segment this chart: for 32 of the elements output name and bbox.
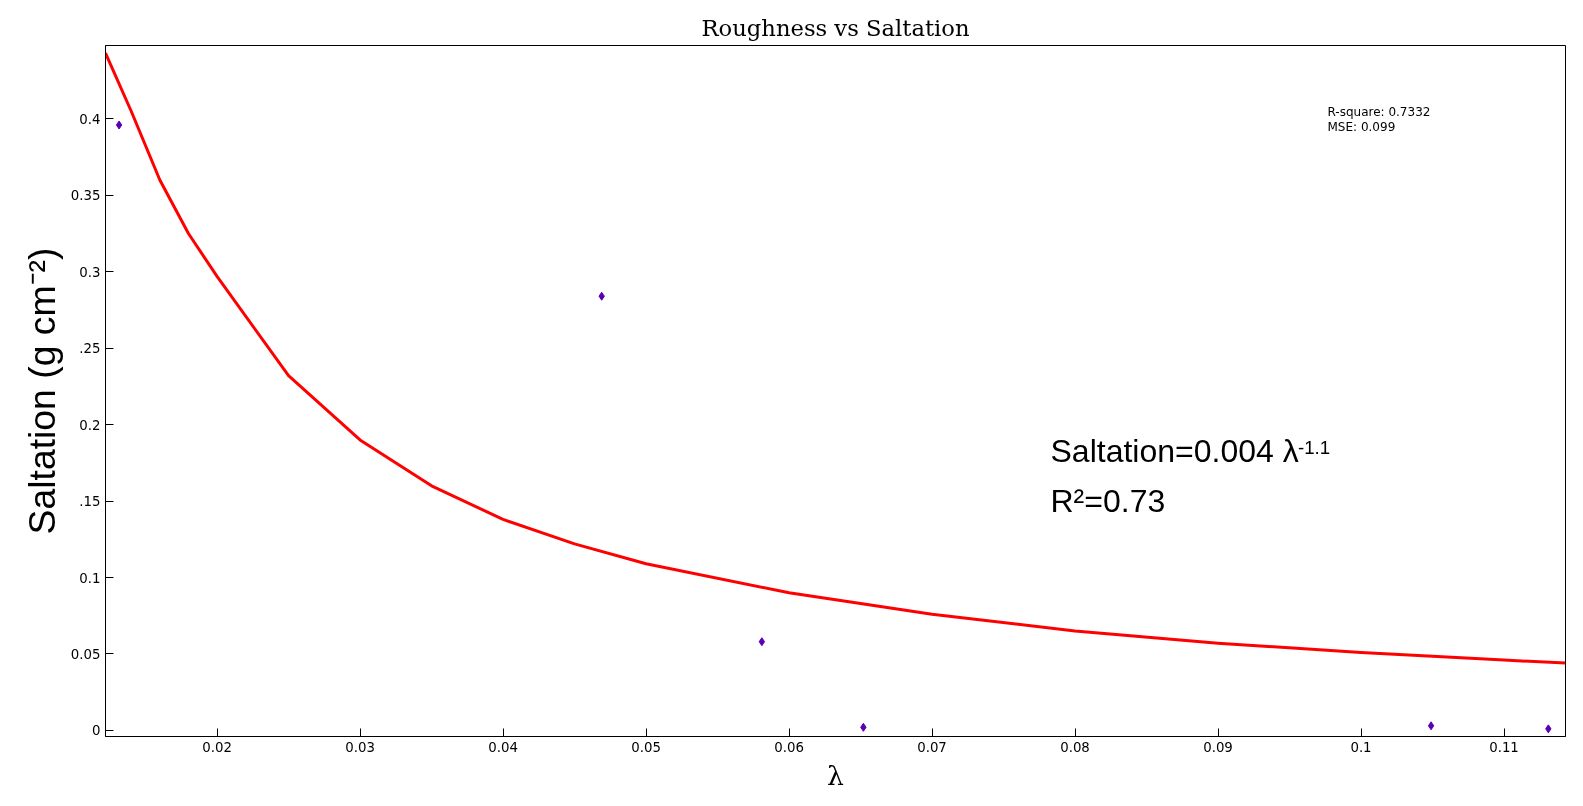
x-tick-label: 0.04: [488, 739, 518, 755]
y-tick-label: 0.1: [79, 570, 101, 586]
x-tick-label: 0.11: [1489, 739, 1519, 755]
annotation: MSE: 0.099: [1327, 119, 1396, 134]
y-tick-label: .15: [79, 494, 101, 510]
point: [598, 291, 605, 301]
point: [860, 722, 867, 732]
x-tick-label: 0.05: [631, 739, 661, 755]
y-axis-title: Saltation (g cm⁻²): [20, 247, 63, 535]
y-tick-label: 0.35: [70, 188, 101, 204]
x-axis-title: λ: [827, 759, 845, 791]
y-tick-label: 0.2: [79, 417, 101, 433]
point: [115, 120, 123, 130]
line-series: [105, 51, 1566, 665]
x-tick-label: 0.07: [917, 739, 947, 755]
annotation: R²=0.73: [1050, 482, 1166, 519]
chart-title: Roughness vs Saltation: [701, 14, 970, 41]
y-tick-label: 0.05: [70, 646, 101, 662]
x-tick-label: 0.03: [345, 739, 375, 755]
point: [1545, 724, 1552, 734]
x-tick-label: 0.06: [774, 739, 804, 755]
x-tick-label: 0.08: [1060, 739, 1090, 755]
y-tick-label: 0: [92, 723, 101, 739]
y-tick-label: 0.4: [79, 111, 101, 127]
x-tick-label: 0.1: [1350, 739, 1372, 755]
y-tick-label: .25: [79, 341, 101, 357]
y-tick-label: 0.3: [79, 264, 101, 280]
x-tick-label: 0.02: [202, 739, 232, 755]
annotation: R-square: 0.7332: [1327, 104, 1431, 119]
x-tick-label: 0.09: [1203, 739, 1233, 755]
point: [1427, 721, 1435, 731]
point: [758, 637, 766, 647]
